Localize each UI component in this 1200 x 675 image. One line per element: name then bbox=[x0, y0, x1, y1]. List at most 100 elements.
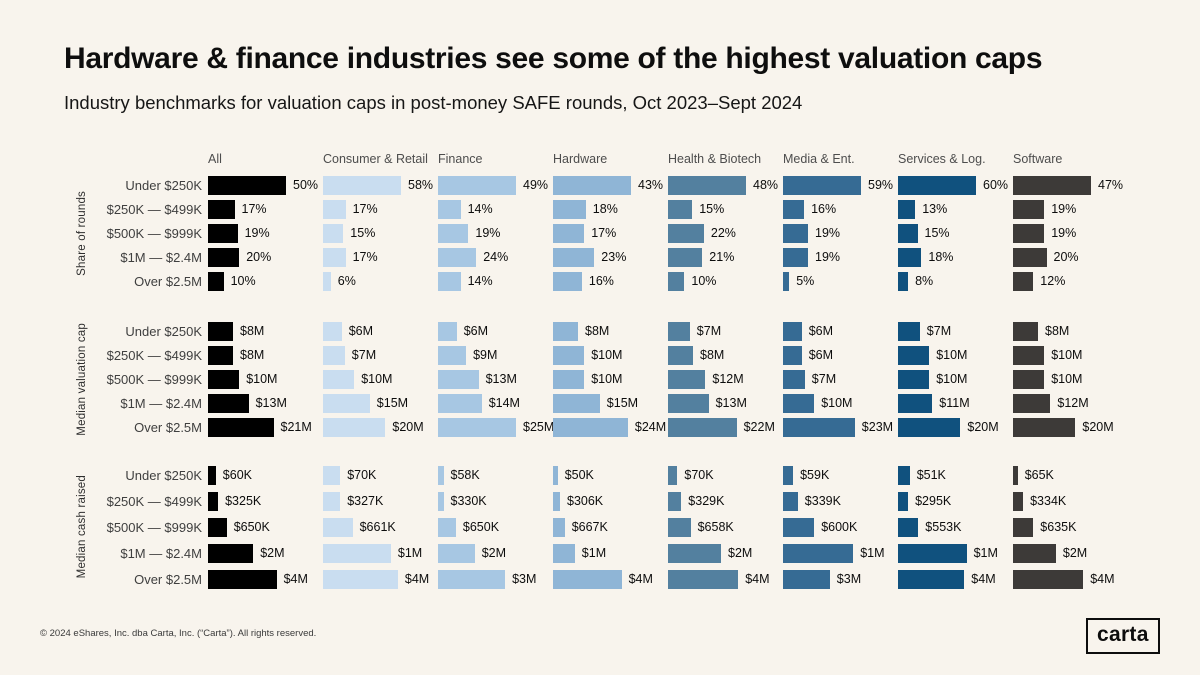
bar bbox=[1013, 465, 1018, 485]
carta-logo: carta bbox=[1086, 618, 1160, 654]
industry-column: 59% 16% 19% 19% 5% bbox=[783, 173, 898, 293]
bar-value-label: 48% bbox=[753, 178, 779, 192]
bar-row: $635K bbox=[1013, 514, 1128, 540]
bar-value-label: $2M bbox=[728, 546, 753, 560]
row-label: $500K — $999K bbox=[106, 225, 202, 241]
bar bbox=[783, 465, 794, 485]
bar bbox=[438, 517, 456, 537]
bar bbox=[208, 271, 224, 291]
column-header: All bbox=[208, 152, 222, 166]
row-labels-column: Under $250K $250K — $499K $500K — $999K $1M… bbox=[104, 319, 208, 439]
industry-column: $51K $295K $553K $1M $4M bbox=[898, 462, 1013, 592]
row-label: Under $250K bbox=[125, 323, 202, 339]
bar-value-label: $15M bbox=[376, 396, 409, 410]
bar-value-label: 14% bbox=[467, 202, 493, 216]
bar-row: 17% bbox=[323, 245, 438, 269]
bar bbox=[208, 393, 249, 413]
bar-row: $7M bbox=[783, 367, 898, 391]
bar-value-label: $10M bbox=[1051, 348, 1083, 362]
bar bbox=[438, 271, 461, 291]
bar-value-label: 17% bbox=[591, 226, 617, 240]
bar bbox=[898, 223, 918, 243]
bar-value-label: $667K bbox=[571, 520, 608, 534]
bar bbox=[668, 543, 721, 563]
bar-value-label: $21M bbox=[280, 420, 312, 434]
bar-row: $10M bbox=[323, 367, 438, 391]
bar bbox=[438, 543, 475, 563]
bar-value-label: $6M bbox=[348, 324, 374, 338]
bar-value-label: $10M bbox=[246, 372, 278, 386]
bar-value-label: $7M bbox=[926, 324, 952, 338]
bar-row: 13% bbox=[898, 197, 1013, 221]
bar-row: $4M bbox=[1013, 566, 1128, 592]
bar bbox=[553, 543, 575, 563]
bar bbox=[668, 247, 703, 267]
bar-value-label: $650K bbox=[233, 520, 270, 534]
bar-row: $14M bbox=[438, 391, 553, 415]
bar bbox=[438, 223, 469, 243]
bar bbox=[783, 393, 815, 413]
bar-value-label: $600K bbox=[821, 520, 858, 534]
bar bbox=[668, 369, 706, 389]
bar-row: $13M bbox=[208, 391, 323, 415]
bar bbox=[553, 345, 585, 365]
bar-value-label: $11M bbox=[939, 396, 970, 410]
bar bbox=[898, 175, 976, 195]
bar-value-label: 18% bbox=[592, 202, 618, 216]
bar-value-label: $10M bbox=[936, 348, 968, 362]
bar bbox=[553, 223, 585, 243]
industry-column: $70K $327K $661K $1M $4M bbox=[323, 462, 438, 592]
bar-row: 19% bbox=[783, 221, 898, 245]
bar-value-label: $325K bbox=[225, 494, 262, 508]
bar-row: 15% bbox=[668, 197, 783, 221]
bar-row: $13M bbox=[668, 391, 783, 415]
row-label: Over $2.5M bbox=[134, 419, 202, 435]
bar-value-label: $306K bbox=[567, 494, 604, 508]
bar-value-label: 17% bbox=[352, 202, 378, 216]
bar-row: $20M bbox=[898, 415, 1013, 439]
bar-value-label: $50K bbox=[564, 468, 594, 482]
bar bbox=[438, 175, 516, 195]
bar bbox=[323, 569, 398, 589]
industry-column: 60% 13% 15% 18% 8% bbox=[898, 173, 1013, 293]
bar bbox=[1013, 517, 1034, 537]
bar-value-label: $658K bbox=[697, 520, 734, 534]
column-header: Media & Ent. bbox=[783, 152, 855, 166]
bar-value-label: $20M bbox=[392, 420, 424, 434]
bar-value-label: $8M bbox=[585, 324, 610, 338]
bar-value-label: 13% bbox=[922, 202, 948, 216]
bar-value-label: $7M bbox=[351, 348, 377, 362]
bar bbox=[783, 491, 798, 511]
industry-column: $6M $7M $10M $15M $20M bbox=[323, 319, 438, 439]
bar bbox=[1013, 175, 1091, 195]
bar-row: 19% bbox=[1013, 221, 1128, 245]
bar-row: 18% bbox=[553, 197, 668, 221]
bar bbox=[438, 369, 479, 389]
bar-value-label: 12% bbox=[1040, 274, 1066, 288]
bar-row: $8M bbox=[1013, 319, 1128, 343]
bar-row: $15M bbox=[323, 391, 438, 415]
bar bbox=[553, 517, 565, 537]
bar-value-label: $20M bbox=[967, 420, 999, 434]
bar bbox=[323, 393, 370, 413]
industry-column: $70K $329K $658K $2M $4M bbox=[668, 462, 783, 592]
bar-row: $12M bbox=[668, 367, 783, 391]
bar-value-label: $635K bbox=[1040, 520, 1077, 534]
bar-row: $51K bbox=[898, 462, 1013, 488]
bar-value-label: 50% bbox=[293, 178, 319, 192]
bar-value-label: $10M bbox=[1051, 372, 1083, 386]
row-label: Over $2.5M bbox=[134, 273, 202, 289]
bar-value-label: 58% bbox=[408, 178, 434, 192]
bar-value-label: $4M bbox=[971, 572, 996, 586]
bar-row: $6M bbox=[783, 319, 898, 343]
bar bbox=[323, 543, 391, 563]
bar-row: 17% bbox=[323, 197, 438, 221]
column-header: Software bbox=[1013, 152, 1063, 166]
bar-value-label: 19% bbox=[244, 226, 270, 240]
bar bbox=[1013, 247, 1047, 267]
bar bbox=[208, 345, 233, 365]
bar bbox=[1013, 321, 1038, 341]
bar-value-label: $4M bbox=[628, 572, 653, 586]
row-label: Under $250K bbox=[125, 467, 202, 483]
bar-row: 43% bbox=[553, 173, 668, 197]
